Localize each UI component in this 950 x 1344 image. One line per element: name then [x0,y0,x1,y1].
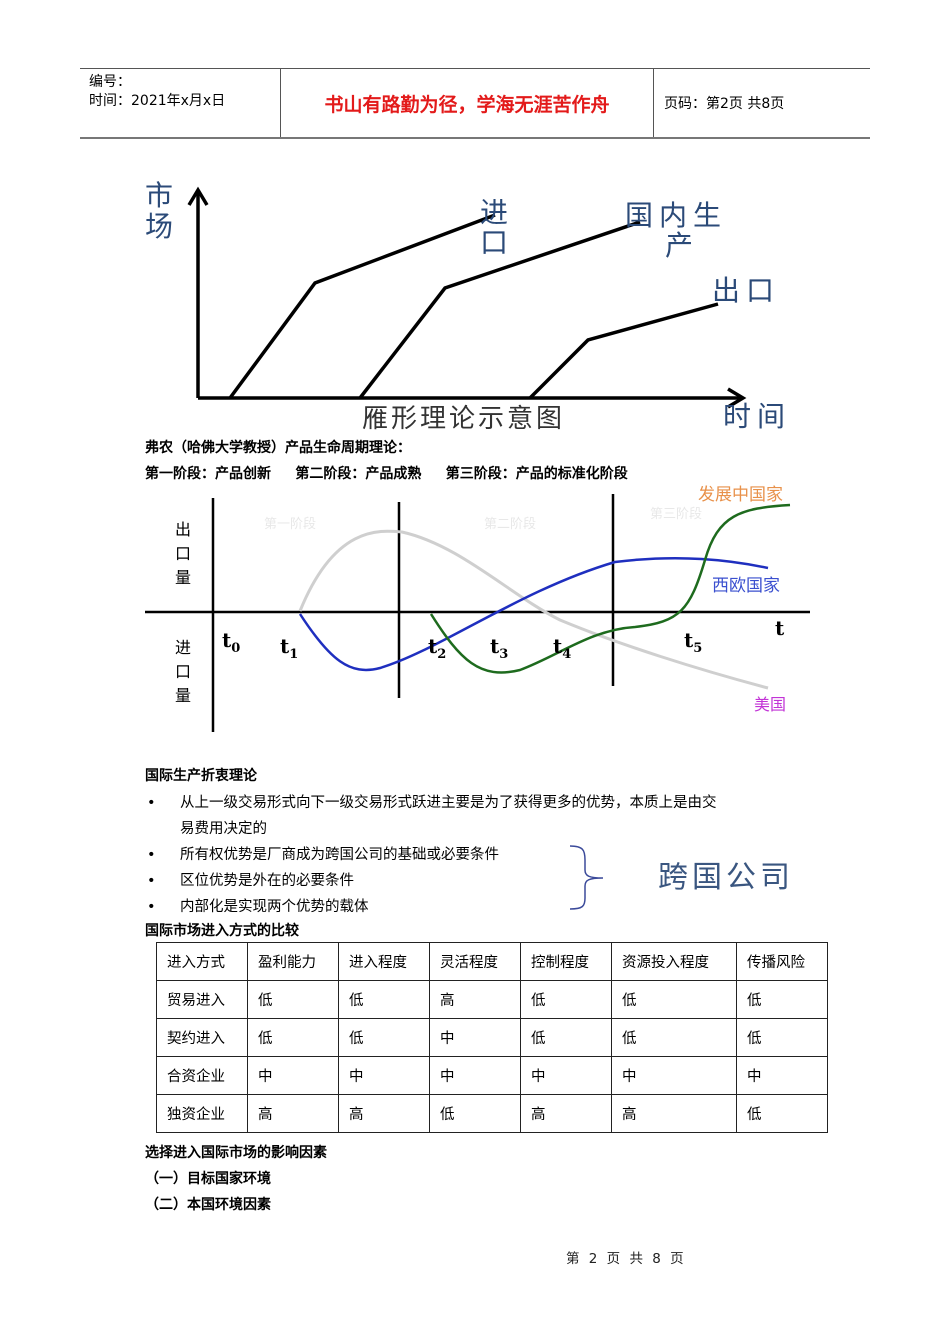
table-row: 贸易进入低低高低低低 [156,980,828,1019]
eclectic-bullet-list: • 从上一级交易形式向下一级交易形式跃进主要是为了获得更多的优势，本质上是由交 易费… [147,790,717,920]
plc-stages: 第一阶段：产品创新 第二阶段：产品成熟 第三阶段：产品的标准化阶段 [145,466,628,482]
goose-pattern-diagram: 市 场 进 口 国内生 产 出口 时间 雁形理论示意图 [145,179,791,434]
list-item: • 区位优势是外在的必要条件 [147,873,354,889]
domestic-label-1: 国内生 [625,199,727,232]
table-row: 合资企业中中中中中中 [156,1056,828,1095]
domestic-label-2: 产 [665,229,693,262]
t4-label: t4 [553,634,571,662]
western-europe-curve [298,556,769,672]
header-page-info: 页码：第2页 共8页 [664,96,785,112]
legend-developing: 发展中国家 [698,485,783,505]
legend-western-europe: 西欧国家 [712,576,780,596]
factor-item: （一）目标国家环境 [145,1171,271,1187]
table-row: 契约进入低低中低低低 [156,1018,828,1057]
factor-item: （二）本国环境因素 [145,1197,271,1213]
eclectic-title: 国际生产折衷理论 [145,768,257,784]
t5-label: t5 [684,628,702,656]
header-meta: 编号： 时间：2021年x月x日 [80,69,281,137]
t3-label: t3 [490,634,508,662]
x-axis-label: 时间 [723,400,791,433]
stage-label-2: 第二阶段 [484,517,536,532]
stage-label-1: 第一阶段 [264,517,316,532]
brace-icon [569,845,604,910]
t1-label: t1 [280,634,298,662]
developing-curve [429,503,791,674]
list-item: • 所有权优势是厂商成为跨国公司的基础或必要条件 [147,847,499,863]
table-row: 独资企业高高低高高低 [156,1094,828,1133]
doc-number-label: 编号： [89,74,131,90]
list-item: • 内部化是实现两个优势的载体 [147,899,369,915]
import-label-1: 进 [480,196,508,229]
stage-label-3: 第三阶段 [650,507,702,522]
table-header-row: 进入方式 盈利能力 进入程度 灵活程度 控制程度 资源投入程度 传播风险 [156,942,828,981]
doc-date: 时间：2021年x月x日 [89,93,226,109]
export-y-label-2: 口 [175,544,191,563]
multinational-label: 跨国公司 [658,860,794,895]
plc-title: 弗农（哈佛大学教授）产品生命周期理论： [145,440,411,456]
diagram-caption: 雁形理论示意图 [362,404,565,434]
export-y-label-1: 出 [175,520,191,539]
t0-label: t0 [222,628,240,656]
document-header: 编号： 时间：2021年x月x日 书山有路勤为径，学海无涯苦作舟 页码：第2页 … [80,68,870,139]
import-y-label-2: 口 [175,662,191,681]
export-y-label-3: 量 [175,568,191,587]
usa-curve [298,529,769,690]
factors-title: 选择进入国际市场的影响因素 [145,1145,327,1161]
t-axis-label: t [775,616,785,640]
page-footer: 第 2 页 共 8 页 [566,1251,685,1267]
y-label-1: 市 [145,179,173,212]
y-label-2: 场 [145,210,173,243]
export-label: 出口 [712,274,780,307]
legend-usa: 美国 [754,695,786,714]
t2-label: t2 [428,634,446,662]
product-life-cycle-chart: 第一阶段 第二阶段 第三阶段 t0 t1 t2 t3 t4 t5 t 出 口 量… [145,485,810,732]
comparison-title: 国际市场进入方式的比较 [145,923,299,939]
entry-mode-table: 进入方式 盈利能力 进入程度 灵活程度 控制程度 资源投入程度 传播风险 贸易进… [156,942,828,1133]
header-motto: 书山有路勤为径，学海无涯苦作舟 [281,69,654,137]
import-y-label-1: 进 [175,638,191,657]
list-item: • 从上一级交易形式向下一级交易形式跃进主要是为了获得更多的优势，本质上是由交 易费… [147,795,717,837]
import-y-label-3: 量 [175,686,191,705]
import-label-2: 口 [480,226,508,259]
